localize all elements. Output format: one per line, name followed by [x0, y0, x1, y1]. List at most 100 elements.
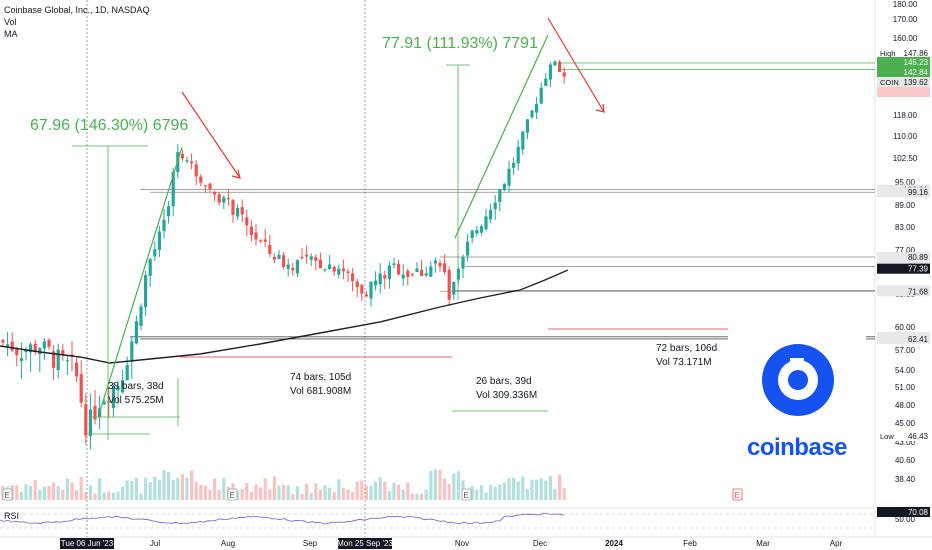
candle-body [295, 260, 299, 274]
earnings-marker[interactable] [461, 488, 472, 501]
candle-body [203, 185, 207, 187]
volume-bar [493, 486, 497, 500]
candle-body [98, 408, 102, 418]
volume-bar [475, 489, 479, 500]
price-axis-tick: 83.00 [895, 223, 916, 232]
candle-body [222, 197, 226, 203]
volume-bar [56, 486, 60, 500]
price-axis-tick: 160.00 [893, 34, 918, 43]
candle-body [236, 207, 240, 217]
volume-bar [203, 485, 207, 500]
candle-body [438, 262, 442, 267]
candle-body [364, 294, 368, 297]
candle-body [130, 341, 134, 362]
volume-bar [84, 492, 88, 500]
volume-bar [208, 489, 212, 500]
candle-body [263, 239, 267, 242]
price-axis-tick: 40.60 [895, 456, 916, 465]
earnings-marker-label: E [230, 491, 235, 500]
candle-body [360, 285, 364, 294]
price-tag [877, 252, 930, 263]
time-axis-tick: Feb [683, 539, 697, 548]
candle-body [475, 229, 479, 234]
candle-body [84, 404, 88, 436]
volume-bar [456, 471, 460, 500]
candle-body [401, 274, 405, 279]
candle-body [240, 207, 244, 215]
volume-bar [282, 484, 286, 500]
volume-bar [424, 489, 428, 500]
volume-bar [535, 479, 539, 500]
volume-bar [300, 493, 304, 500]
price-tag-value: 142.84 [904, 68, 929, 77]
volume-bar [387, 490, 391, 500]
candle-body [56, 349, 60, 371]
candle-body [121, 380, 125, 393]
candle-body [507, 168, 511, 186]
time-axis-tick: Nov [455, 539, 469, 548]
earnings-marker[interactable] [732, 488, 743, 501]
candle-body [332, 266, 336, 272]
volume-bar [75, 490, 79, 500]
volume-bar [29, 485, 33, 500]
candle-body [392, 263, 396, 266]
rsi-pane: RSI [0, 511, 875, 529]
time-axis-tick: Sep [303, 539, 318, 548]
candle-body [328, 264, 332, 270]
volume-bar [392, 482, 396, 500]
volume-bar [125, 480, 129, 500]
volume-bar [65, 478, 69, 500]
drawing-tools: 67.96 (146.30%) 6796 77.91 (111.93%) 7791… [2, 17, 812, 501]
price-tag-value: 80.89 [908, 253, 929, 262]
rise-trendline [454, 34, 549, 239]
volume-bar [245, 483, 249, 500]
volume-bar [420, 493, 424, 500]
candle-body [157, 231, 161, 250]
volume-bar [314, 483, 318, 500]
ma-indicator-label[interactable]: MA [4, 29, 18, 39]
volume-bar [355, 481, 359, 500]
candle-body [521, 131, 525, 150]
price-axis-tick: 180.00 [893, 0, 918, 9]
volume-bar [98, 478, 102, 500]
volume-bar [360, 480, 364, 500]
candle-body [544, 78, 548, 86]
price-axis-tick: 118.00 [893, 111, 917, 120]
candle-body [185, 160, 189, 162]
price-tag [877, 57, 930, 67]
candle-body [199, 176, 203, 183]
volume-bar [433, 469, 437, 500]
earnings-marker[interactable] [2, 488, 13, 501]
candle-body [351, 273, 355, 281]
volume-bar [397, 484, 401, 500]
candle-body [102, 401, 106, 405]
volume-bar [323, 485, 327, 500]
candle-body [107, 401, 111, 403]
earnings-marker[interactable] [227, 488, 238, 501]
volume-bar [61, 489, 65, 500]
volume-bar [530, 479, 534, 500]
candle-body [516, 146, 520, 164]
candle-body [19, 358, 23, 361]
candle-body [420, 269, 424, 276]
candle-body [337, 268, 341, 275]
volume-bar [328, 487, 332, 500]
volume-indicator-label[interactable]: Vol [4, 17, 17, 27]
time-axis-tick: Jul [150, 539, 160, 548]
price-tag-value: 46.43 [908, 432, 929, 441]
volume-bar [144, 477, 148, 500]
volume-bar [157, 479, 161, 500]
candle-body [397, 263, 401, 275]
volume-bar [134, 478, 138, 500]
candle-body [61, 350, 65, 356]
fall-arrow [181, 91, 241, 179]
volume-bar [286, 485, 290, 500]
fall-arrow-head [595, 103, 605, 113]
volume-bar [341, 487, 345, 500]
price-tag [877, 333, 930, 344]
candle-body [548, 64, 552, 80]
volume-bar [130, 481, 134, 500]
candle-body [525, 119, 529, 133]
volume-bar [33, 480, 37, 500]
